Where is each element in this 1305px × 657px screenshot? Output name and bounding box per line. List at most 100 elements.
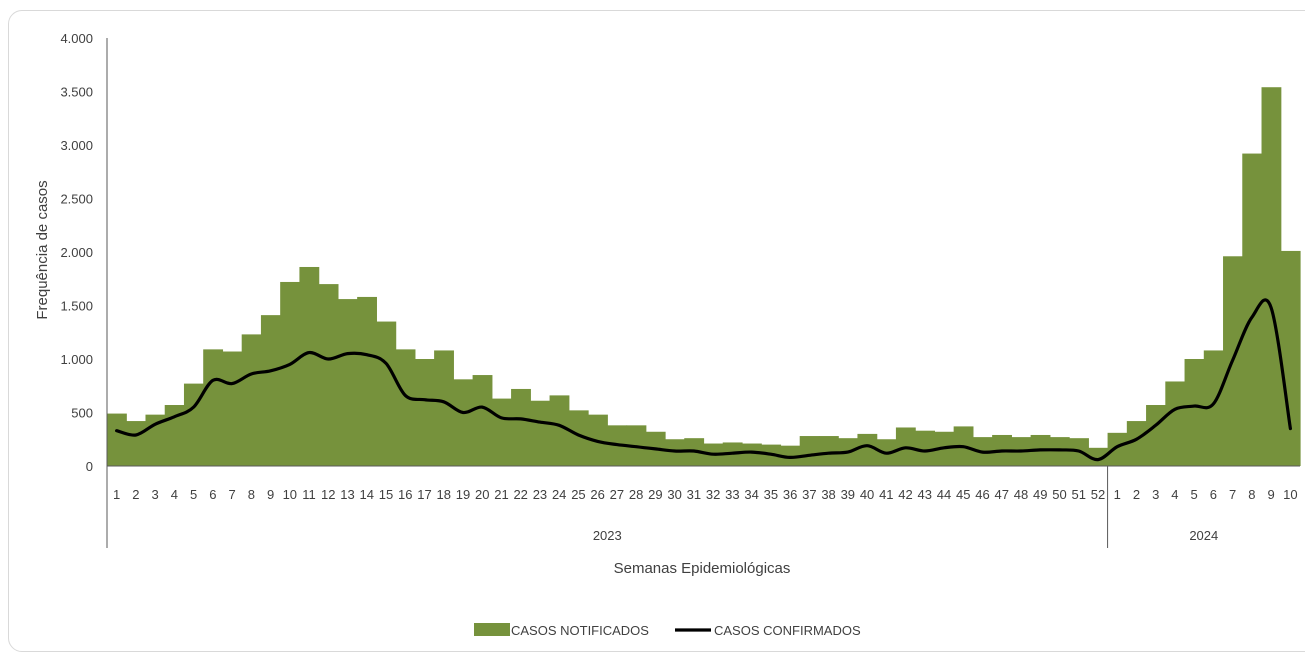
bar-24 <box>549 395 570 466</box>
bar-20 <box>472 375 493 466</box>
x-tick-label: 8 <box>1248 487 1255 502</box>
bar-50 <box>1049 437 1070 466</box>
bar-40 <box>857 433 878 466</box>
chart-card <box>8 10 1305 652</box>
bar-7 <box>222 351 243 466</box>
x-tick-label: 33 <box>725 487 739 502</box>
x-tick-label: 22 <box>513 487 527 502</box>
x-tick-label: 21 <box>494 487 508 502</box>
bar-38 <box>818 436 839 466</box>
x-tick-label: 17 <box>417 487 431 502</box>
bar-37 <box>799 436 820 466</box>
bar-23 <box>530 400 551 466</box>
x-tick-label: 32 <box>706 487 720 502</box>
x-tick-label: 1 <box>113 487 120 502</box>
x-tick-label: 49 <box>1033 487 1047 502</box>
x-group-label: 2023 <box>593 528 622 543</box>
x-tick-label: 1 <box>1114 487 1121 502</box>
x-tick-label: 38 <box>821 487 835 502</box>
x-tick-label: 36 <box>783 487 797 502</box>
x-tick-label: 20 <box>475 487 489 502</box>
y-tick-label: 3.000 <box>60 138 93 153</box>
bar-21 <box>491 398 512 466</box>
bar-30 <box>665 439 685 466</box>
x-tick-label: 48 <box>1014 487 1028 502</box>
axes <box>106 38 1300 548</box>
x-tick-label: 11 <box>302 487 316 502</box>
x-tick-label: 19 <box>456 487 470 502</box>
y-tick-label: 1.500 <box>60 299 93 314</box>
bar-16 <box>395 349 416 466</box>
x-tick-label: 29 <box>648 487 662 502</box>
bar-58 <box>1203 350 1224 466</box>
bar-10 <box>280 281 301 466</box>
x-tick-label: 45 <box>956 487 970 502</box>
x-tick-label: 40 <box>860 487 874 502</box>
y-axis-ticks: 0 500 1.000 1.500 2.000 2.500 3.000 3.500 4.000 <box>60 31 93 474</box>
bar-14 <box>357 296 377 466</box>
x-tick-label: 10 <box>283 487 297 502</box>
bar-11 <box>299 266 320 466</box>
bar-5 <box>183 383 204 466</box>
x-tick-label: 9 <box>267 487 274 502</box>
x-tick-label: 12 <box>321 487 335 502</box>
legend-label-casos-notificados: CASOS NOTIFICADOS <box>511 623 649 638</box>
bar-series-casos-notificados <box>107 87 1301 466</box>
bar-18 <box>434 350 454 466</box>
bar-2 <box>126 421 147 466</box>
y-tick-label: 2.000 <box>60 245 93 260</box>
y-axis-title: Frequência de casos <box>34 180 51 319</box>
x-tick-label: 34 <box>744 487 758 502</box>
y-tick-label: 3.500 <box>60 85 93 100</box>
bar-54 <box>1126 421 1147 466</box>
x-tick-label: 2 <box>132 487 139 502</box>
x-tick-label: 31 <box>687 487 701 502</box>
y-tick-label: 0 <box>86 459 93 474</box>
bar-57 <box>1184 359 1205 466</box>
x-tick-label: 8 <box>248 487 255 502</box>
bar-19 <box>453 379 474 466</box>
x-tick-label: 27 <box>610 487 624 502</box>
x-tick-label: 52 <box>1091 487 1105 502</box>
x-tick-label: 5 <box>190 487 197 502</box>
x-tick-label: 18 <box>436 487 450 502</box>
legend-swatch-casos-notificados <box>474 623 510 636</box>
x-tick-label: 30 <box>667 487 681 502</box>
x-tick-label: 3 <box>1152 487 1159 502</box>
x-axis-ticks: 1 2 3 4 5 6 7 8 9 10 11 12 13 14 15 16 17 18 19 20 21 22 23 24 2… <box>113 487 1298 543</box>
bar-13 <box>337 299 358 466</box>
x-tick-label: 7 <box>1229 487 1236 502</box>
x-tick-label: 42 <box>898 487 912 502</box>
x-group-label: 2024 <box>1189 528 1218 543</box>
x-tick-label: 26 <box>590 487 604 502</box>
legend-label-casos-confirmados: CASOS CONFIRMADOS <box>714 623 861 638</box>
x-tick-label: 39 <box>841 487 855 502</box>
bar-22 <box>511 388 531 466</box>
bar-8 <box>241 334 262 466</box>
y-tick-label: 1.000 <box>60 352 93 367</box>
x-tick-label: 4 <box>171 487 178 502</box>
x-tick-label: 13 <box>340 487 354 502</box>
bar-17 <box>414 359 435 466</box>
x-tick-label: 14 <box>360 487 374 502</box>
y-tick-label: 500 <box>71 406 93 421</box>
bar-55 <box>1146 405 1166 466</box>
x-tick-label: 24 <box>552 487 566 502</box>
x-tick-label: 2 <box>1133 487 1140 502</box>
bar-61 <box>1261 87 1282 466</box>
x-axis-title: Semanas Epidemiológicas <box>614 560 791 577</box>
x-tick-label: 4 <box>1171 487 1178 502</box>
x-tick-label: 41 <box>879 487 893 502</box>
x-tick-label: 25 <box>571 487 585 502</box>
x-tick-label: 46 <box>975 487 989 502</box>
bar-25 <box>568 410 589 466</box>
x-tick-label: 16 <box>398 487 412 502</box>
x-tick-label: 5 <box>1191 487 1198 502</box>
bar-53 <box>1107 432 1128 466</box>
x-tick-label: 6 <box>1210 487 1217 502</box>
y-tick-label: 2.500 <box>60 192 93 207</box>
x-tick-label: 28 <box>629 487 643 502</box>
bar-12 <box>318 284 339 466</box>
legend: CASOS NOTIFICADOS CASOS CONFIRMADOS <box>474 623 861 638</box>
x-tick-label: 47 <box>995 487 1009 502</box>
